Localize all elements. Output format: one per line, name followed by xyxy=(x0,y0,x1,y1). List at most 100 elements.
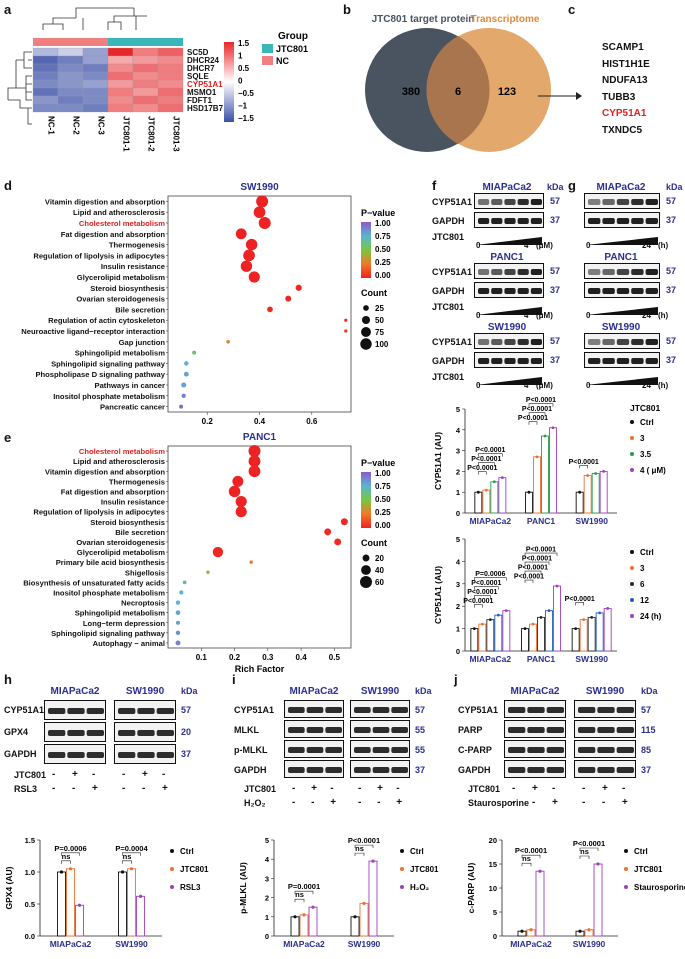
treatment-sign: - xyxy=(162,769,166,780)
category-label: Biosynthesis of unsaturated fatty acids xyxy=(23,578,165,587)
heatmap-cell xyxy=(157,55,184,65)
category-label: Regulation of lipolysis in adipocytes xyxy=(33,508,165,517)
bar xyxy=(127,868,136,937)
scale-tick-label: −1 xyxy=(238,102,248,111)
blot-bands xyxy=(588,218,658,224)
bar-point xyxy=(582,618,586,622)
legend-dot xyxy=(624,885,628,889)
category-label: Pancreatic cancer xyxy=(100,403,165,412)
blot-band xyxy=(118,752,136,758)
blot-band xyxy=(67,752,85,758)
blot-bands xyxy=(48,752,104,758)
kda-value: 85 xyxy=(641,745,652,755)
panel-i-blots: MIAPaCa2 SW1990 kDa CYP51A1 57 MLKL 55 p-MLKL 55… xyxy=(230,672,454,822)
blot-band xyxy=(616,288,630,294)
blot-band xyxy=(67,730,85,736)
blot-band xyxy=(508,727,526,733)
category-label: Fat digestion and absorption xyxy=(61,487,166,496)
y-tick-label: 5 xyxy=(265,836,269,845)
bubble-point xyxy=(235,506,247,518)
arrow-icon xyxy=(538,88,582,100)
bubble-point xyxy=(226,339,230,344)
bar xyxy=(575,491,584,514)
panel-d-bubble: SW1990 Vitamin digestion and absorption Li… xyxy=(0,180,430,430)
blot-row-label: CYP51A1 xyxy=(432,267,473,277)
y-tick-label: 1 xyxy=(456,488,460,497)
heatmap-cell xyxy=(107,63,134,73)
kda-value: 57 xyxy=(181,705,192,715)
count-tick-label: 60 xyxy=(375,578,384,587)
category-label: Ovarian steroidogenesis xyxy=(76,295,165,304)
legend-label: RSL3 xyxy=(180,883,201,892)
bar-point xyxy=(480,622,484,626)
group-annotation-cell xyxy=(158,38,183,46)
y-tick-label: 15 xyxy=(489,860,497,869)
x-tick-label: SW1990 xyxy=(573,939,606,949)
gene-label: DHCR7 xyxy=(187,64,215,73)
x-tick-label: MIAPaCa2 xyxy=(470,516,512,525)
blot-band xyxy=(631,288,644,294)
blot-band xyxy=(517,358,529,364)
blot-row-label: PARP xyxy=(458,725,483,735)
blot-bands xyxy=(118,730,174,736)
category-label: Lipid and atherosclerosis xyxy=(73,457,165,466)
blot-strip xyxy=(350,760,410,778)
bar xyxy=(75,904,84,937)
kda-header: kDa xyxy=(641,686,658,696)
blot-band xyxy=(645,218,658,224)
legend-label: 3.5 xyxy=(640,450,652,459)
blot-bands xyxy=(588,199,658,205)
treatment-sign: - xyxy=(582,797,586,808)
y-tick-label: 0 xyxy=(265,932,269,941)
blot-bands xyxy=(478,339,542,345)
blot-strip xyxy=(504,760,566,778)
blot-band xyxy=(517,218,529,224)
bar-point xyxy=(538,869,542,873)
blot-bands xyxy=(478,218,542,224)
sample-label: NC-2 xyxy=(72,116,81,135)
time-end: 24 xyxy=(642,381,651,390)
blot-title: SW1990 xyxy=(360,686,400,697)
blot-bands xyxy=(508,767,564,773)
blot-band xyxy=(306,767,324,773)
bubble-point xyxy=(181,382,187,388)
kda-value: 37 xyxy=(415,765,426,775)
significance-bracket xyxy=(474,604,483,608)
blot-strip xyxy=(584,333,660,349)
blot-band xyxy=(288,747,305,753)
y-tick-label: 0 xyxy=(456,509,460,518)
blot-row-label: MLKL xyxy=(234,725,259,735)
blot-band xyxy=(588,269,601,275)
treatment-sign: - xyxy=(92,769,96,780)
gene-list-item: HIST1H1E xyxy=(602,58,650,70)
y-tick-label: 5 xyxy=(493,908,497,917)
blot-band xyxy=(325,727,342,733)
x-tick-label: MIAPaCa2 xyxy=(510,939,552,949)
bar xyxy=(486,619,495,652)
blot-band xyxy=(517,339,529,345)
treatment-sign: + xyxy=(602,783,608,794)
category-label: Regulation of actin cytoskeleton xyxy=(48,316,165,325)
bar-point xyxy=(539,616,543,619)
blot-bands xyxy=(354,767,408,773)
time-ramp xyxy=(586,232,658,245)
blot-band xyxy=(645,358,658,364)
blot-band xyxy=(597,767,615,773)
kda-value: 55 xyxy=(415,725,426,735)
treatment-sign: - xyxy=(311,797,315,808)
legend-label: JTC801 xyxy=(410,865,439,874)
p-value-label: P<0.0001 xyxy=(471,580,501,587)
blot-bands xyxy=(578,727,634,733)
scale-tick-label: −0.5 xyxy=(238,89,254,98)
blot-row-label: GAPDH xyxy=(4,749,37,759)
bar-point xyxy=(590,616,594,619)
blot-band xyxy=(306,727,324,733)
treatment-label: JTC801 xyxy=(468,784,501,794)
heatmap-cell xyxy=(157,71,184,81)
ns-label: ns xyxy=(123,852,132,861)
panel-i-bar: 0 1 2 3 4 5 p-MLKL (AU) MIAPaCa2 ns P=0.0001 SW199… xyxy=(230,820,454,959)
heatmap-cell xyxy=(57,95,84,105)
x-tick-label: 0.6 xyxy=(306,417,318,425)
group-legend-label-jtc801: JTC801 xyxy=(276,44,308,54)
